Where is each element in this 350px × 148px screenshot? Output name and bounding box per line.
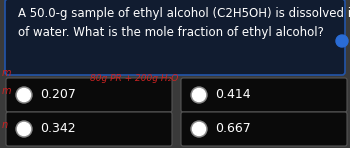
Circle shape (191, 87, 207, 103)
Text: 0.414: 0.414 (215, 89, 251, 102)
Text: 0.207: 0.207 (40, 89, 76, 102)
Circle shape (336, 35, 348, 47)
Text: 0.667: 0.667 (215, 123, 251, 136)
FancyBboxPatch shape (6, 112, 172, 146)
FancyBboxPatch shape (181, 112, 347, 146)
Text: m: m (2, 68, 12, 78)
FancyBboxPatch shape (181, 78, 347, 112)
Text: A 50.0-g sample of ethyl alcohol (C2H5OH) is dissolved in 75.0: A 50.0-g sample of ethyl alcohol (C2H5OH… (18, 7, 350, 20)
Text: 80g PR + 200g H₂O: 80g PR + 200g H₂O (90, 74, 178, 83)
Circle shape (191, 121, 207, 137)
Text: n: n (2, 120, 8, 130)
Text: of water. What is the mole fraction of ethyl alcohol?: of water. What is the mole fraction of e… (18, 26, 324, 39)
Circle shape (193, 123, 205, 136)
FancyBboxPatch shape (5, 0, 345, 75)
Circle shape (18, 123, 30, 136)
Circle shape (16, 121, 32, 137)
Circle shape (16, 87, 32, 103)
Circle shape (18, 89, 30, 102)
Circle shape (193, 89, 205, 102)
Text: 0.342: 0.342 (40, 123, 76, 136)
FancyBboxPatch shape (6, 78, 172, 112)
Text: m: m (2, 86, 12, 96)
